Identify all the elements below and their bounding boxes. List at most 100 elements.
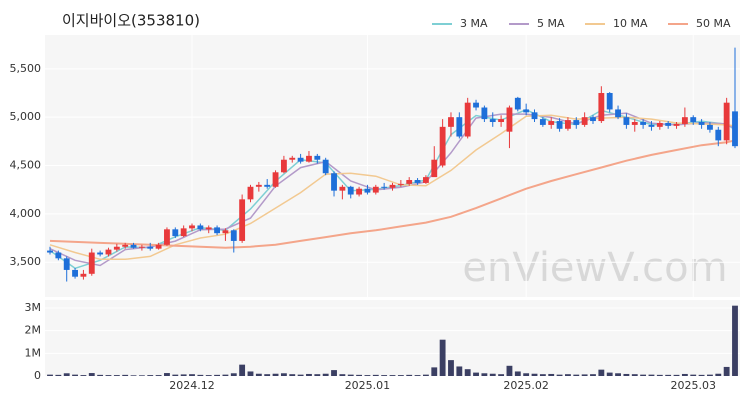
candle-body <box>506 107 513 132</box>
candle-body <box>514 97 521 110</box>
x-tick-label: 2025.01 <box>345 379 391 392</box>
volume-bar <box>364 375 371 376</box>
candle-body <box>155 244 162 249</box>
volume-bar <box>531 373 538 376</box>
volume-bar <box>498 374 505 376</box>
volume-bar <box>422 374 429 376</box>
volume-bar <box>230 373 237 376</box>
volume-bar <box>681 373 688 376</box>
volume-tick-label: 0 <box>34 369 41 382</box>
volume-bar <box>63 373 70 376</box>
volume-bar <box>47 374 53 376</box>
candle-body <box>498 119 505 123</box>
volume-bar <box>439 339 446 376</box>
volume-bar <box>539 374 546 376</box>
volume-bar <box>623 373 630 376</box>
candle-body <box>122 244 129 247</box>
volume-bar <box>506 365 513 376</box>
volume-bar <box>264 374 271 376</box>
volume-bar <box>97 374 104 376</box>
candle-body <box>214 227 220 234</box>
volume-bar <box>197 374 204 376</box>
volume-bar <box>565 374 571 376</box>
volume-bar <box>356 374 363 376</box>
candle-body <box>264 184 271 187</box>
candle-body <box>222 230 229 234</box>
legend-label: 3 MA <box>460 17 488 30</box>
volume-bar <box>297 374 304 376</box>
candle-body <box>473 102 479 108</box>
volume-bar <box>122 374 129 376</box>
y-tick-label: 5,500 <box>10 62 42 75</box>
volume-bar <box>130 375 137 376</box>
candle-body <box>414 180 421 183</box>
volume-bar <box>255 373 262 376</box>
candle-body <box>665 122 672 126</box>
candle-body <box>306 155 312 162</box>
volume-bar <box>523 373 530 376</box>
volume-bar <box>189 374 195 376</box>
candle-body <box>297 157 304 162</box>
candle-body <box>615 109 621 118</box>
volume-bar <box>456 366 463 376</box>
candle-body <box>548 121 555 125</box>
candle-body <box>55 252 62 259</box>
volume-bar <box>331 370 337 376</box>
volume-bar <box>214 374 220 376</box>
candle-body <box>640 122 647 125</box>
volume-bar <box>481 373 488 376</box>
volume-bar <box>105 375 112 376</box>
candle-body <box>255 184 262 187</box>
volume-bar <box>172 374 179 376</box>
volume-bar <box>573 374 580 376</box>
candle-body <box>690 117 697 123</box>
y-tick-label: 4,500 <box>10 159 42 172</box>
volume-bar <box>673 374 680 376</box>
volume-bar <box>147 375 154 376</box>
candle-body <box>523 109 530 113</box>
volume-bar <box>690 374 697 376</box>
candle-body <box>598 93 605 122</box>
volume-tick-label: 1M <box>25 346 42 359</box>
candle-body <box>590 117 596 122</box>
legend-label: 10 MA <box>613 17 648 30</box>
candle-body <box>347 186 354 195</box>
candle-body <box>464 102 471 137</box>
volume-bar <box>381 375 388 376</box>
volume-bar <box>280 373 287 376</box>
volume-bar <box>707 374 713 376</box>
volume-bar <box>598 369 605 376</box>
candle-body <box>372 186 379 193</box>
candle-body <box>80 273 87 277</box>
volume-bar <box>180 374 187 376</box>
candle-body <box>381 186 388 188</box>
volume-bar <box>581 374 588 376</box>
volume-tick-label: 3M <box>25 301 42 314</box>
volume-bar <box>556 374 563 376</box>
candle-body <box>732 111 738 147</box>
candle-body <box>698 122 705 125</box>
candle-body <box>656 122 663 127</box>
volume-bar <box>389 375 396 376</box>
candle-body <box>531 112 538 120</box>
volume-bar <box>205 375 212 376</box>
volume-bar <box>397 375 404 376</box>
candle-body <box>481 107 488 120</box>
x-tick-label: 2025.02 <box>503 379 549 392</box>
y-tick-label: 4,000 <box>10 207 42 220</box>
volume-bar <box>314 374 321 376</box>
volume-bar <box>306 373 312 376</box>
volume-bar <box>732 305 738 376</box>
candle-body <box>573 120 580 125</box>
volume-bar <box>372 374 379 376</box>
candle-body <box>230 230 237 241</box>
x-tick-label: 2025.03 <box>670 379 716 392</box>
candle-body <box>289 157 296 160</box>
candle-body <box>172 229 179 237</box>
candle-body <box>272 172 279 187</box>
volume-bar <box>464 369 471 376</box>
volume-bar <box>155 375 162 376</box>
volume-bar <box>606 372 613 376</box>
candle-body <box>489 119 496 123</box>
